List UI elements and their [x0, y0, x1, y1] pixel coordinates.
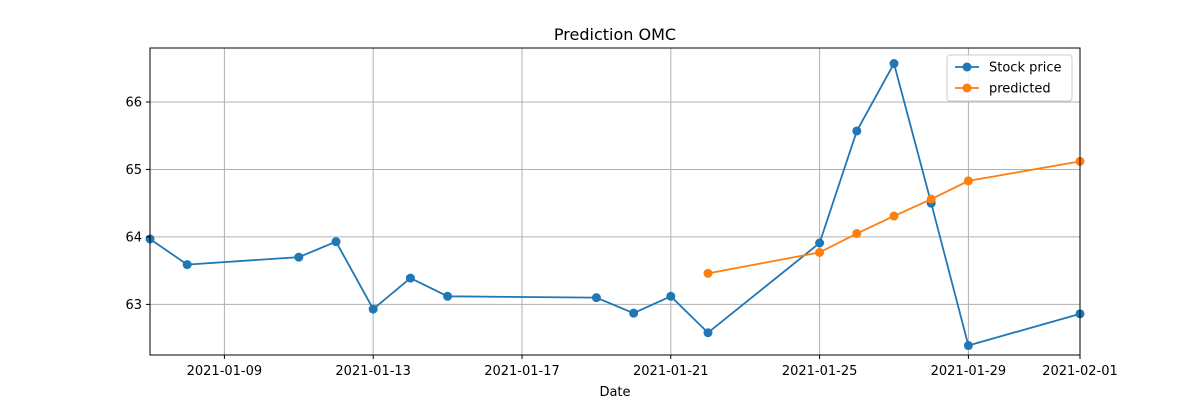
data-point [703, 268, 713, 278]
axis-ticks: 2021-01-09 2021-01-13 2021-01-17 2021-01-21… [125, 95, 1117, 379]
x-tick-label: 2021-01-25 [782, 364, 858, 379]
series-layer [145, 59, 1085, 351]
x-axis-title: Date [599, 385, 630, 400]
data-point [889, 211, 899, 221]
data-point [666, 291, 676, 301]
data-point [963, 341, 973, 351]
x-tick-label: 2021-01-29 [931, 364, 1007, 379]
data-point [331, 237, 341, 247]
data-point [591, 293, 601, 303]
data-point [629, 308, 639, 318]
y-tick-label: 66 [125, 95, 142, 110]
legend-label: Stock price [989, 61, 1061, 76]
data-point [926, 194, 936, 204]
x-tick-label: 2021-01-09 [187, 364, 263, 379]
x-tick-label: 2021-02-01 [1042, 364, 1118, 379]
data-point [703, 328, 713, 338]
y-tick-label: 65 [125, 163, 142, 178]
plot-frame [149, 47, 1081, 356]
data-point [815, 238, 825, 248]
series-1 [703, 156, 1085, 278]
legend: Stock price predicted [946, 54, 1073, 102]
data-point [852, 126, 862, 136]
y-tick-label: 64 [125, 230, 142, 245]
x-tick-label: 2021-01-21 [633, 364, 709, 379]
legend-label: predicted [989, 82, 1051, 97]
x-tick-label: 2021-01-13 [335, 364, 411, 379]
data-point [963, 176, 973, 186]
x-tick-label: 2021-01-17 [484, 364, 560, 379]
data-point [852, 229, 862, 239]
data-point [443, 291, 453, 301]
chart-title: Prediction OMC [554, 25, 676, 44]
data-point [405, 273, 415, 283]
legend-item: predicted [955, 82, 1051, 97]
data-point [889, 59, 899, 69]
legend-item: Stock price [955, 61, 1061, 76]
data-point [815, 247, 825, 257]
legend-marker [962, 62, 972, 72]
legend-marker [962, 83, 972, 93]
data-point [182, 260, 192, 270]
data-point [294, 252, 304, 262]
data-point [368, 304, 378, 314]
y-tick-label: 63 [125, 298, 142, 313]
grid-lines [150, 48, 1081, 355]
